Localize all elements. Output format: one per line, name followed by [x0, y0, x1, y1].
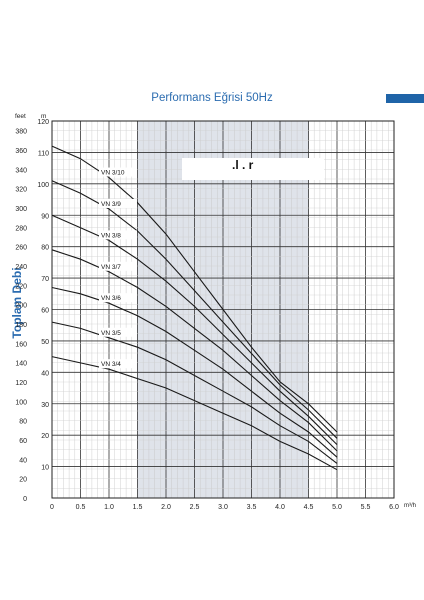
x-tick-label: 0: [50, 504, 54, 511]
m-tick-label: 120: [37, 119, 49, 126]
feet-tick-label: 300: [15, 206, 27, 213]
x-tick-label: 1.0: [104, 504, 114, 511]
x-tick-label: 5.0: [332, 504, 342, 511]
x-tick-label: 3.0: [218, 504, 228, 511]
obscured-overlay: [182, 158, 324, 180]
feet-tick-label: 160: [15, 341, 27, 348]
series-label: VN 3/7: [101, 264, 121, 271]
m-tick-label: 80: [41, 245, 49, 252]
feet-tick-label: 320: [15, 187, 27, 194]
m-tick-label: 70: [41, 276, 49, 283]
header-accent-bar: [386, 94, 424, 103]
series-label-bg: [99, 293, 137, 303]
m-tick-label: 90: [41, 213, 49, 220]
x-tick-label: 2.5: [190, 504, 200, 511]
series-label-bg: [99, 359, 137, 369]
x-tick-label: 2.0: [161, 504, 171, 511]
x-unit-label: m³/h: [404, 503, 416, 509]
feet-tick-label: 280: [15, 225, 27, 232]
m-tick-label: 10: [41, 465, 49, 472]
series-label: VN 3/6: [101, 295, 121, 302]
series-label-bg: [99, 230, 137, 240]
series-label: VN 3/5: [101, 330, 121, 337]
feet-tick-label: 40: [19, 457, 27, 464]
x-tick-label: 5.5: [361, 504, 371, 511]
x-tick-label: 3.5: [247, 504, 257, 511]
m-tick-label: 50: [41, 339, 49, 346]
feet-tick-label: 240: [15, 264, 27, 271]
m-tick-label: 60: [41, 308, 49, 315]
series-label: VN 3/8: [101, 232, 121, 239]
plot-frame: [51, 120, 395, 499]
feet-tick-label: 20: [19, 477, 27, 484]
m-tick-label: 40: [41, 370, 49, 377]
feet-tick-label: 180: [15, 322, 27, 329]
series-label-bg: [99, 327, 137, 337]
series-label: VN 3/9: [101, 201, 121, 208]
x-tick-label: 0.5: [76, 504, 86, 511]
series-label-bg: [99, 261, 137, 271]
m-unit-label: m: [41, 113, 46, 120]
feet-tick-label: 260: [15, 245, 27, 252]
x-tick-label: 6.0: [389, 504, 399, 511]
x-tick-label: 1.5: [133, 504, 143, 511]
feet-tick-label: 200: [15, 303, 27, 310]
x-tick-label: 4.0: [275, 504, 285, 511]
obscured-label-fragment: .l . r: [232, 158, 254, 172]
chart-title: Performans Eğrisi 50Hz: [151, 92, 273, 104]
feet-tick-label: 0: [23, 496, 27, 503]
series-label: VN 3/10: [101, 170, 125, 177]
series-label-bg: [99, 167, 137, 177]
feet-tick-label: 140: [15, 361, 27, 368]
x-tick-label: 4.5: [304, 504, 314, 511]
feet-tick-label: 360: [15, 148, 27, 155]
series-label-bg: [99, 198, 137, 208]
feet-tick-label: 80: [19, 419, 27, 426]
m-tick-label: 110: [38, 150, 49, 157]
feet-tick-label: 120: [15, 380, 27, 387]
feet-tick-label: 340: [15, 167, 27, 174]
feet-tick-label: 380: [15, 129, 27, 136]
feet-tick-label: 220: [15, 283, 27, 290]
feet-tick-label: 60: [19, 438, 27, 445]
m-tick-label: 30: [41, 402, 49, 409]
m-tick-label: 100: [37, 182, 49, 189]
feet-tick-label: 100: [15, 399, 27, 406]
feet-unit-label: feet: [15, 113, 26, 120]
m-tick-label: 20: [41, 433, 49, 440]
series-label: VN 3/4: [101, 361, 121, 368]
